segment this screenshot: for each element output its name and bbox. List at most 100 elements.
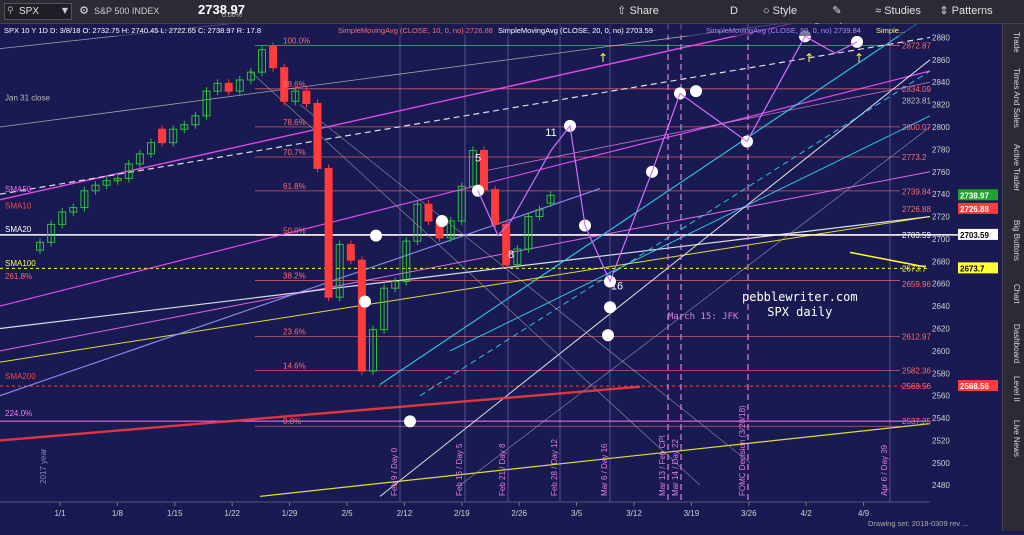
y-tick-label: 2780 (932, 145, 950, 154)
index-name: S&P 500 INDEX (94, 6, 160, 16)
wave-marker (370, 229, 382, 242)
x-tick-label: 1/1 (54, 509, 66, 518)
price-tag-label: 2568.56 (960, 382, 989, 391)
trend-line (249, 70, 701, 486)
candle-body (346, 244, 355, 261)
right-sidebar: Trade Times And Sales Active Trader Big But… (1002, 24, 1024, 531)
y-tick-label: 2700 (932, 235, 950, 244)
watermark: pebblewriter.com SPX daily (742, 290, 858, 320)
y-tick-label: 2720 (932, 213, 950, 222)
sidebar-tab-dashboard[interactable]: Dashboard (1012, 324, 1021, 364)
x-tick-label: 3/19 (684, 509, 700, 518)
gear-icon[interactable]: ⚙ (79, 5, 89, 17)
right-level-label: 2582.36 (902, 367, 931, 376)
y-tick-label: 2500 (932, 459, 950, 468)
share-label: Share (629, 5, 659, 17)
sidebar-tab-live-news[interactable]: Live News (1012, 420, 1021, 457)
right-level-label: 2659.96 (902, 280, 931, 289)
studies-button[interactable]: ≈ Studies (872, 3, 924, 20)
sma50-legend: SimpleMovingAvg (CLOSE, 50, 0, no) 2739.… (706, 26, 861, 35)
price-tag-box (958, 189, 998, 201)
event-label: Feb 9 / Day 0 (390, 447, 399, 496)
x-tick-label: 1/8 (112, 509, 124, 518)
candle-body (535, 209, 544, 218)
wave-label: 16 (611, 280, 623, 292)
right-level-label: 2800.07 (902, 123, 931, 132)
candle-body (313, 102, 322, 169)
x-tick-label: 3/26 (741, 509, 757, 518)
chart-area[interactable]: ↑ ↑ ↑ 100.0% 88.6% 78.6% 70.7% 61.8% 50.0% 38.2%… (0, 0, 1002, 531)
candle-body (102, 180, 111, 186)
price-tag-label: 2726.88 (960, 205, 989, 214)
watermark-site: pebblewriter.com (742, 290, 858, 304)
symbol-search[interactable]: ⚲ ▼ (4, 3, 72, 20)
x-tick-label: 4/9 (858, 509, 870, 518)
price-chart[interactable]: ↑ ↑ ↑ 100.0%88.6%78.6%70.7%61.8%50.0%38.2%… (0, 0, 1002, 531)
candle-body (335, 244, 344, 298)
wave-marker (602, 329, 614, 342)
studies-label: Studies (884, 5, 921, 17)
candle-body (324, 167, 333, 298)
trend-line (379, 59, 931, 497)
candle-body (124, 163, 133, 179)
y-tick-label: 2620 (932, 324, 950, 333)
sidebar-tab-chart[interactable]: Chart (1012, 284, 1021, 304)
price-tag-label: 2738.97 (960, 191, 989, 200)
candle-body (202, 90, 211, 117)
wave-label: 11 (545, 127, 556, 139)
fib-level-label: 38.2% (283, 271, 306, 280)
patterns-button[interactable]: ⇕ Patterns (938, 3, 994, 20)
trend-line (0, 187, 601, 397)
candle-body (357, 259, 366, 372)
fib-level-label: 0.0% (283, 417, 301, 426)
y-tick-label: 2880 (932, 33, 950, 42)
y-tick-label: 2740 (932, 190, 950, 199)
share-icon: ⇧ (617, 5, 627, 17)
projection-path (477, 35, 858, 284)
fomc-annotation: March 15: JFK (668, 312, 739, 322)
candle-body (69, 207, 78, 213)
sidebar-tab-level-ii[interactable]: Level II (1012, 376, 1021, 402)
sma20-legend: SimpleMovingAvg (CLOSE, 20, 0, no) 2703.… (498, 26, 653, 35)
event-label: Feb 16 / Day 5 (455, 443, 464, 496)
x-tick-label: 3/12 (626, 509, 642, 518)
candle-body (91, 184, 100, 192)
chart-background (0, 24, 1002, 531)
candle-body (380, 287, 389, 331)
wave-marker (604, 301, 616, 314)
studies-icon: ≈ (875, 5, 882, 17)
fib-level-label: 88.6% (283, 80, 306, 89)
ohlc-legend: SPX 10 Y 1D D: 3/8/18 O: 2732.75 H: 2740… (4, 26, 261, 35)
candle-body (513, 248, 522, 266)
candle-body (280, 67, 289, 102)
sidebar-tab-active-trader[interactable]: Active Trader (1012, 144, 1021, 192)
chevron-down-icon[interactable]: ▼ (61, 6, 68, 15)
style-button[interactable]: ○ Style (760, 3, 800, 20)
y-tick-label: 2640 (932, 302, 950, 311)
wave-label: 8 (508, 249, 514, 261)
fib-level-label: 100.0% (283, 36, 310, 45)
trend-line (0, 385, 641, 442)
interval-selector[interactable]: D (730, 5, 738, 17)
candle-body (502, 223, 511, 266)
candle-body (80, 190, 89, 209)
change-percent: 0.00% (222, 12, 242, 19)
candle-body (246, 71, 255, 81)
price-tag-box (958, 380, 998, 392)
y-tick-label: 2840 (932, 78, 950, 87)
price-tag-label: 2703.59 (960, 231, 989, 240)
trend-line (379, 14, 931, 385)
candle-body (36, 241, 44, 251)
simple-legend: Simple... (876, 26, 905, 35)
candle-body (269, 45, 278, 69)
share-button[interactable]: ⇧ Share (614, 3, 662, 20)
sidebar-tab-big-buttons[interactable]: Big Buttons (1012, 220, 1021, 261)
x-tick-label: 3/5 (571, 509, 583, 518)
candle-body (424, 203, 433, 222)
y-tick-label: 2540 (932, 414, 950, 423)
sidebar-tab-times-and-sales[interactable]: Times And Sales (1012, 68, 1021, 128)
symbol-input[interactable] (19, 4, 57, 19)
candle-body (180, 124, 189, 130)
sidebar-tab-trade[interactable]: Trade (1012, 32, 1021, 53)
